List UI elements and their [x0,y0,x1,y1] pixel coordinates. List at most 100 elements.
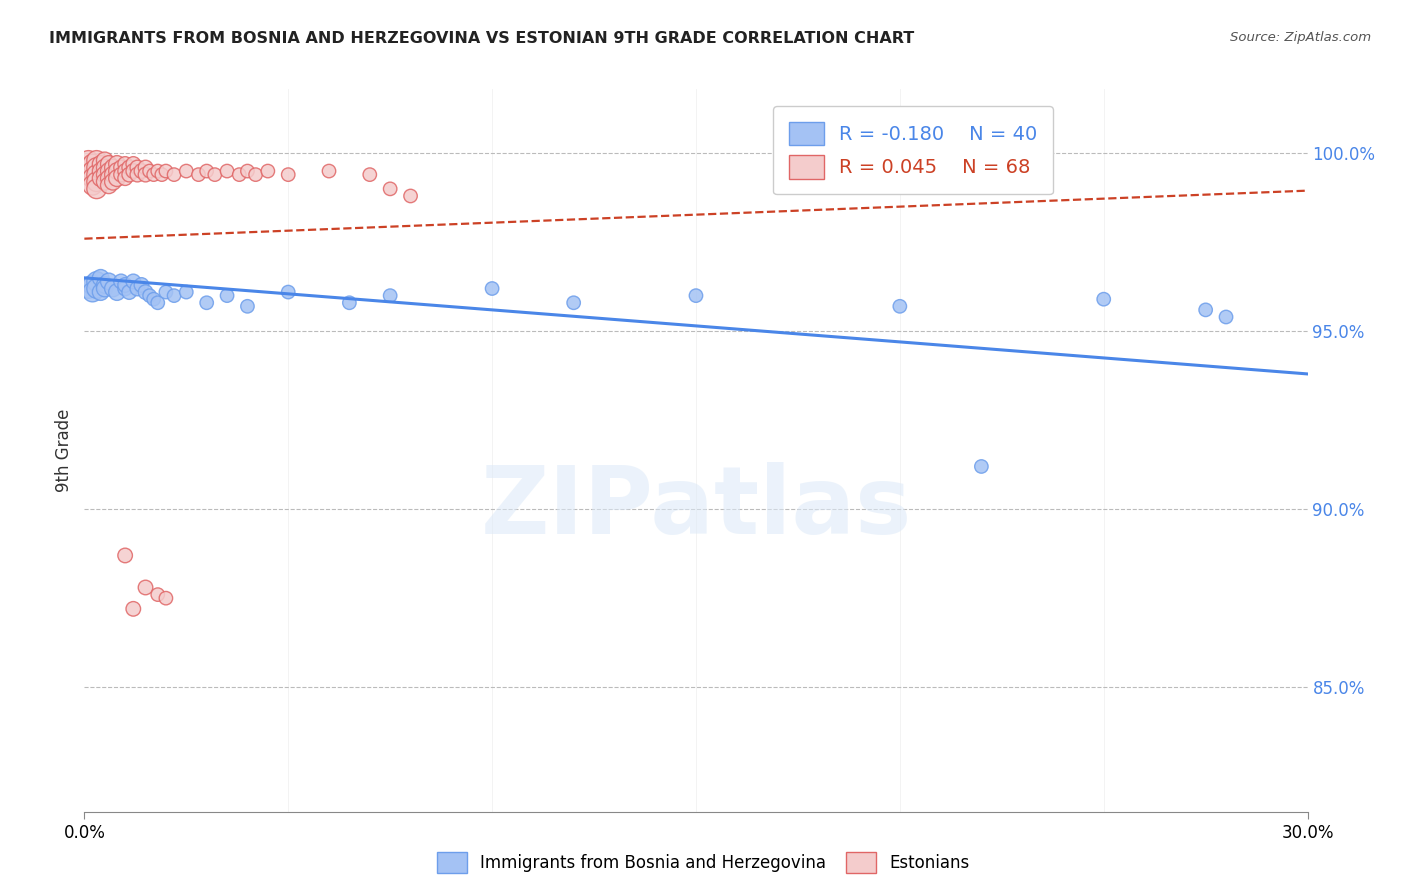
Point [93,168,115,182]
Point [1195,302,1218,317]
Point [122,164,145,178]
Point [114,171,136,186]
Point [380,288,402,302]
Point [481,281,503,295]
Point [97,274,120,288]
Point [1092,292,1115,306]
Point [685,288,707,302]
Point [142,168,165,182]
Point [236,164,259,178]
Legend: Immigrants from Bosnia and Herzegovina, Estonians: Immigrants from Bosnia and Herzegovina, … [430,846,976,880]
Point [86,182,108,196]
Point [114,164,136,178]
Point [77,153,100,168]
Point [90,157,112,171]
Point [110,161,132,175]
Text: Source: ZipAtlas.com: Source: ZipAtlas.com [1230,31,1371,45]
Point [277,285,299,299]
Point [86,153,108,168]
Point [122,602,145,616]
Point [105,285,128,299]
Point [82,277,104,292]
Point [204,168,226,182]
Point [82,157,104,171]
Point [127,168,149,182]
Point [257,164,280,178]
Point [86,161,108,175]
Point [127,281,149,295]
Point [105,157,128,171]
Point [97,157,120,171]
Text: IMMIGRANTS FROM BOSNIA AND HERZEGOVINA VS ESTONIAN 9TH GRADE CORRELATION CHART: IMMIGRANTS FROM BOSNIA AND HERZEGOVINA V… [49,31,914,46]
Point [105,171,128,186]
Point [101,281,124,295]
Point [90,270,112,285]
Point [318,164,340,178]
Point [195,295,218,310]
Point [93,175,115,189]
Point [236,299,259,313]
Point [93,153,115,168]
Y-axis label: 9th Grade: 9th Grade [55,409,73,492]
Point [155,285,177,299]
Point [93,161,115,175]
Point [399,189,422,203]
Text: ZIPatlas: ZIPatlas [481,462,911,554]
Point [82,164,104,178]
Point [86,168,108,182]
Point [277,168,299,182]
Point [110,274,132,288]
Point [245,168,267,182]
Point [114,157,136,171]
Point [138,164,160,178]
Point [195,164,218,178]
Point [101,175,124,189]
Point [77,281,100,295]
Point [155,164,177,178]
Point [77,168,100,182]
Point [146,164,169,178]
Point [90,164,112,178]
Point [82,285,104,299]
Point [86,274,108,288]
Point [163,168,186,182]
Point [889,299,911,313]
Point [82,171,104,186]
Point [174,164,197,178]
Point [131,277,153,292]
Point [217,288,239,302]
Point [135,161,157,175]
Point [1215,310,1237,324]
Point [163,288,186,302]
Point [146,295,169,310]
Point [101,161,124,175]
Point [93,281,115,295]
Point [105,164,128,178]
Point [122,157,145,171]
Point [135,581,157,595]
Point [97,164,120,178]
Point [155,591,177,606]
Point [228,168,250,182]
Point [82,178,104,193]
Point [380,182,402,196]
Point [146,588,169,602]
Point [118,161,141,175]
Point [970,459,993,474]
Point [142,292,165,306]
Point [150,168,173,182]
Point [86,175,108,189]
Point [86,281,108,295]
Point [118,285,141,299]
Point [122,274,145,288]
Point [114,549,136,563]
Point [97,178,120,193]
Point [174,285,197,299]
Point [187,168,209,182]
Point [339,295,361,310]
Point [77,161,100,175]
Point [114,277,136,292]
Point [97,171,120,186]
Legend: R = -0.180    N = 40, R = 0.045    N = 68: R = -0.180 N = 40, R = 0.045 N = 68 [773,106,1053,194]
Point [101,168,124,182]
